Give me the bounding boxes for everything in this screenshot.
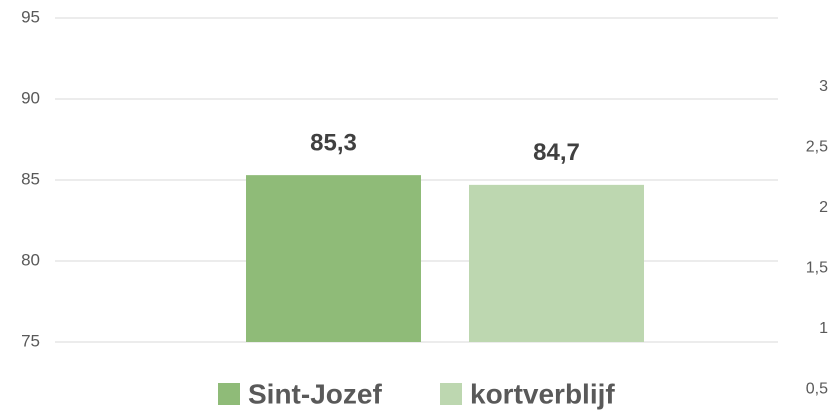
y-tick-label: 95 — [21, 7, 40, 26]
y-tick-label: 85 — [21, 169, 40, 188]
y2-tick-label: 1,5 — [806, 259, 828, 276]
legend-swatch — [218, 383, 240, 405]
y-tick-label: 80 — [21, 250, 40, 269]
bar — [246, 175, 421, 342]
data-label: 84,7 — [533, 139, 580, 166]
y2-tick-label: 3 — [819, 78, 828, 95]
legend-swatch — [440, 383, 462, 405]
y2-tick-label: 0,5 — [806, 380, 828, 397]
y-tick-label: 75 — [21, 331, 40, 350]
y2-tick-label: 1 — [819, 320, 828, 337]
legend-label: Sint-Jozef — [248, 378, 382, 409]
y-tick-label: 90 — [21, 88, 40, 107]
legend-label: kortverblijf — [470, 378, 615, 409]
y2-tick-label: 2,5 — [806, 139, 828, 156]
y2-tick-label: 2 — [819, 199, 828, 216]
bar — [469, 184, 644, 342]
data-label: 85,3 — [310, 129, 357, 156]
